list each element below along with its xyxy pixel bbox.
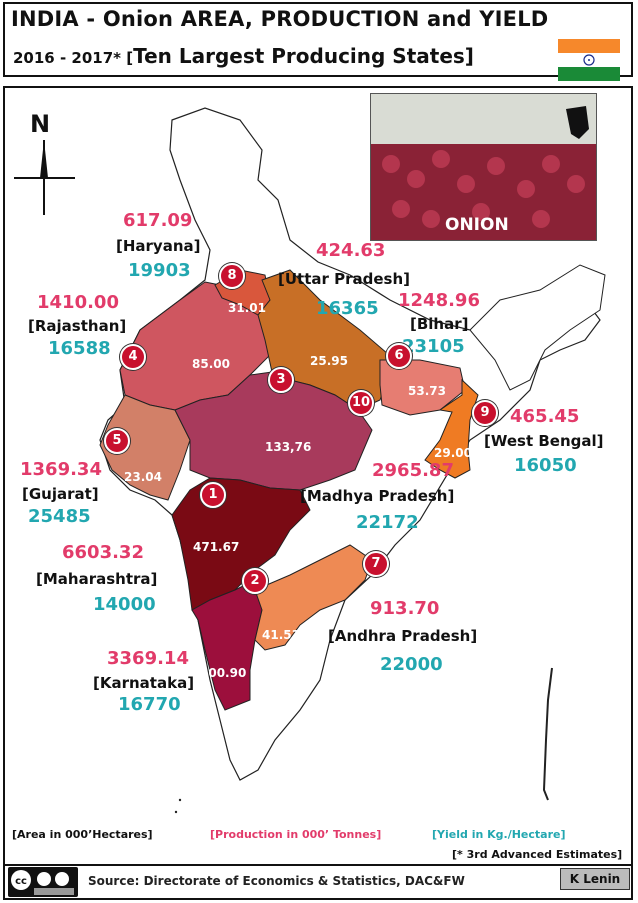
state-name-uttar-pradesh: [Uttar Pradesh] xyxy=(278,270,411,288)
production-haryana: 617.09 xyxy=(123,210,193,231)
rank-badge-madhya-pradesh: 3 xyxy=(268,367,294,393)
state-name-gujarat: [Gujarat] xyxy=(22,485,99,503)
subtitle-main: Ten Largest Producing States] xyxy=(133,44,474,68)
rank-badge-andhra-pradesh: 7 xyxy=(363,551,389,577)
india-flag-icon xyxy=(558,39,620,81)
legend-estimate: [* 3rd Advanced Estimates] xyxy=(452,848,623,861)
onion-photo xyxy=(370,93,597,241)
state-name-madhya-pradesh: [Madhya Pradesh] xyxy=(300,487,455,505)
area-rajasthan: 85.00 xyxy=(192,357,230,371)
yield-gujarat: 25485 xyxy=(28,506,91,527)
production-uttar-pradesh: 424.63 xyxy=(316,240,386,261)
rank-badge-uttar-pradesh: 10 xyxy=(348,390,374,416)
state-name-maharashtra: [Maharashtra] xyxy=(36,570,158,588)
rank-badge-gujarat: 5 xyxy=(104,428,130,454)
page-subtitle: 2016 - 2017* [Ten Largest Producing Stat… xyxy=(13,44,474,68)
yield-rajasthan: 16588 xyxy=(48,338,111,359)
state-gujarat xyxy=(99,394,191,501)
yield-uttar-pradesh: 16365 xyxy=(316,298,379,319)
area-bihar: 53.73 xyxy=(408,384,446,398)
area-west-bengal: 29.00 xyxy=(434,446,472,460)
header: INDIA - Onion AREA, PRODUCTION and YIELD… xyxy=(3,2,633,81)
north-label: N xyxy=(30,110,51,138)
production-rajasthan: 1410.00 xyxy=(37,292,119,313)
map-frame xyxy=(3,86,633,900)
svg-text:cc: cc xyxy=(15,876,27,887)
production-bihar: 1248.96 xyxy=(398,290,480,311)
author-badge: K Lenin xyxy=(560,868,630,890)
rank-badge-maharashtra: 1 xyxy=(200,482,226,508)
area-uttar-pradesh: 25.95 xyxy=(310,354,348,368)
legend-area: [Area in 000’Hectares] xyxy=(12,828,153,841)
rank-badge-bihar: 6 xyxy=(386,343,412,369)
area-andhra-pradesh: 41.53 xyxy=(262,628,300,642)
photo-label: ONION xyxy=(445,215,509,235)
area-madhya-pradesh: 133,76 xyxy=(265,440,312,454)
area-maharashtra: 471.67 xyxy=(193,540,240,554)
production-madhya-pradesh: 2965.87 xyxy=(372,460,454,481)
state-name-west-bengal: [West Bengal] xyxy=(484,432,604,450)
yield-bihar: 23105 xyxy=(402,336,465,357)
yield-haryana: 19903 xyxy=(128,260,191,281)
state-andhra-pradesh xyxy=(254,544,373,651)
source-note: Source: Directorate of Economics & Stati… xyxy=(88,874,465,888)
cc-license-icon: cc xyxy=(8,867,78,897)
rank-badge-haryana: 8 xyxy=(219,263,245,289)
production-maharashtra: 6603.32 xyxy=(62,542,144,563)
rank-badge-karnataka: 2 xyxy=(242,568,268,594)
production-karnataka: 3369.14 xyxy=(107,648,189,669)
area-gujarat: 23.04 xyxy=(124,470,162,484)
state-name-karnataka: [Karnataka] xyxy=(93,674,195,692)
yield-karnataka: 16770 xyxy=(118,694,181,715)
area-karnataka: 200.90 xyxy=(200,666,247,680)
rank-badge-rajasthan: 4 xyxy=(120,344,146,370)
production-gujarat: 1369.34 xyxy=(20,459,102,480)
yield-madhya-pradesh: 22172 xyxy=(356,512,419,533)
footer-divider xyxy=(3,864,633,866)
state-name-rajasthan: [Rajasthan] xyxy=(28,317,127,335)
legend-production: [Production in 000’ Tonnes] xyxy=(210,828,382,841)
rank-badge-west-bengal: 9 xyxy=(472,400,498,426)
state-karnataka xyxy=(191,579,263,711)
state-maharashtra xyxy=(171,477,311,611)
page-title: INDIA - Onion AREA, PRODUCTION and YIELD xyxy=(11,7,549,31)
subtitle-years: 2016 - 2017* [ xyxy=(13,49,134,67)
north-arrow-icon xyxy=(14,140,75,215)
production-west-bengal: 465.45 xyxy=(510,406,580,427)
yield-maharashtra: 14000 xyxy=(93,594,156,615)
area-haryana: 31.01 xyxy=(228,301,266,315)
state-name-andhra-pradesh: [Andhra Pradesh] xyxy=(328,627,478,645)
legend-yield: [Yield in Kg./Hectare] xyxy=(432,828,566,841)
state-name-bihar: [Bihar] xyxy=(410,315,469,333)
state-west-bengal xyxy=(424,378,479,479)
state-name-haryana: [Haryana] xyxy=(116,237,201,255)
yield-andhra-pradesh: 22000 xyxy=(380,654,443,675)
yield-west-bengal: 16050 xyxy=(514,455,577,476)
production-andhra-pradesh: 913.70 xyxy=(370,598,440,619)
